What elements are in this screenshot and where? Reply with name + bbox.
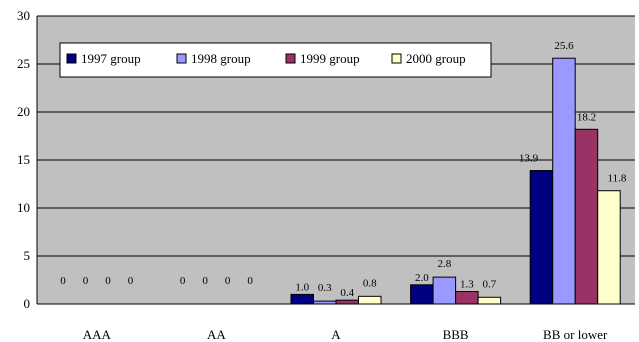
bar: [574, 128, 599, 305]
data-labels: 0 0 0 0 0 0 0 0 1.0 0.3 0.4 0.8 2.0 2.8 1.3 0.7 13.9 25.6…: [60, 40, 627, 299]
x-category-label: BBB: [443, 327, 469, 342]
x-category-label: AA: [207, 327, 226, 342]
bar: [597, 190, 621, 305]
bar: [358, 295, 382, 305]
data-label: 0: [225, 275, 231, 287]
bar: [335, 299, 359, 305]
data-label: 0.3: [318, 282, 332, 294]
bar: [529, 170, 554, 305]
legend-label: 2000 group: [406, 51, 466, 66]
legend-swatch: [66, 53, 77, 64]
y-tick-labels: 0 5 10 15 20 25 30: [17, 8, 30, 311]
data-label: 0: [180, 275, 186, 287]
data-label: 2.0: [415, 272, 429, 284]
y-tick-label: 10: [17, 200, 30, 215]
bar: [410, 284, 434, 305]
data-label: 0: [202, 275, 208, 287]
data-label: 0: [247, 275, 253, 287]
legend-swatch: [176, 53, 187, 64]
data-label: 0.4: [340, 287, 354, 299]
legend-label: 1998 group: [191, 51, 251, 66]
data-label: 1.3: [460, 279, 474, 291]
data-label: 18.2: [577, 111, 596, 123]
data-label: 0: [105, 275, 111, 287]
x-category-label: AAA: [83, 327, 112, 342]
legend-box: [59, 42, 492, 78]
data-label: 1.0: [295, 281, 309, 293]
bar: [477, 296, 502, 305]
y-tick-label: 25: [17, 56, 30, 71]
data-label: 25.6: [554, 40, 574, 52]
bar: [432, 276, 457, 305]
data-label: 0: [128, 275, 134, 287]
data-label: 0.8: [363, 277, 377, 289]
legend-swatch: [285, 53, 296, 64]
bar: [290, 293, 314, 305]
legend-label: 1999 group: [300, 51, 360, 66]
data-label: 0.7: [482, 278, 496, 290]
gridlines: [37, 15, 635, 257]
x-category-labels: AAA AA A BBB BB or lower: [83, 327, 608, 342]
bars: [290, 57, 621, 305]
legend-label: 1997 group: [81, 51, 141, 66]
data-label: 2.8: [437, 258, 451, 270]
data-label: 13.9: [519, 153, 539, 165]
y-tick-label: 0: [24, 296, 31, 311]
data-label: 0: [60, 275, 66, 287]
bar: [455, 291, 479, 305]
data-label: 0: [83, 275, 89, 287]
x-category-label: BB or lower: [543, 327, 608, 342]
y-tick-label: 30: [17, 8, 30, 23]
legend: 1997 group 1998 group 1999 group 2000 group: [59, 42, 492, 78]
bar: [552, 57, 576, 305]
y-tick-label: 15: [17, 152, 30, 167]
legend-swatch: [391, 53, 402, 64]
x-category-label: A: [331, 327, 341, 342]
data-label: 11.8: [608, 173, 627, 185]
y-tick-label: 5: [24, 248, 31, 263]
y-tick-label: 20: [17, 104, 30, 119]
